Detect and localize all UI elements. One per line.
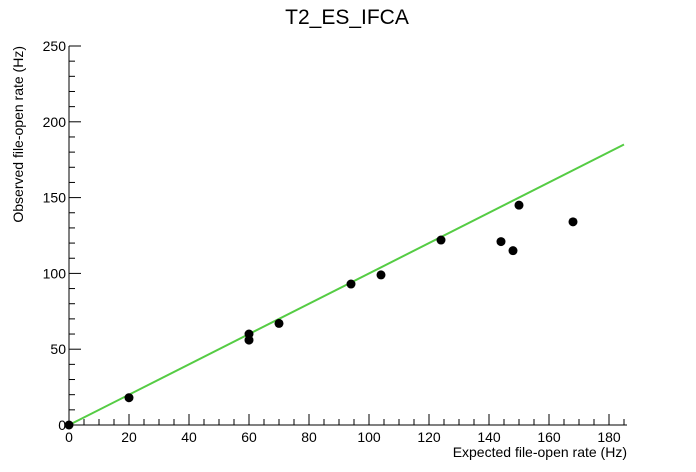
chart-title: T2_ES_IFCA xyxy=(285,6,409,29)
x-axis-label: Expected file-open rate (Hz) xyxy=(453,444,627,460)
x-tick-label: 180 xyxy=(597,429,621,445)
data-point xyxy=(568,217,578,227)
data-point xyxy=(436,235,446,245)
data-point xyxy=(64,420,74,430)
x-tick-label: 80 xyxy=(301,429,317,445)
data-point xyxy=(346,279,356,289)
data-point xyxy=(376,270,386,280)
x-tick-label: 100 xyxy=(357,429,381,445)
x-tick-label: 120 xyxy=(417,429,441,445)
data-point xyxy=(514,200,524,210)
y-tick-label: 150 xyxy=(43,190,67,206)
x-tick-label: 20 xyxy=(121,429,137,445)
data-point xyxy=(508,246,518,256)
x-tick-label: 60 xyxy=(241,429,257,445)
reference-line xyxy=(68,143,625,426)
x-tick-label: 40 xyxy=(181,429,197,445)
y-axis-label: Observed file-open rate (Hz) xyxy=(10,46,26,223)
y-tick-label: 0 xyxy=(58,417,66,433)
x-tick-label: 140 xyxy=(477,429,501,445)
data-point xyxy=(244,335,254,345)
axes: 0 20 40 60 80 100 120 140 160 180 0 50 100 150 200 250 xyxy=(43,38,627,445)
data-point xyxy=(496,237,506,247)
reference-line-group xyxy=(68,143,625,426)
y-tick-label: 50 xyxy=(50,341,66,357)
x-tick-label: 0 xyxy=(65,429,73,445)
data-point xyxy=(124,393,134,403)
data-points xyxy=(64,200,578,430)
y-tick-label: 200 xyxy=(43,114,67,130)
y-tick-label: 100 xyxy=(43,265,67,281)
data-point xyxy=(274,318,284,328)
x-tick-label: 160 xyxy=(537,429,561,445)
y-tick-label: 250 xyxy=(43,38,67,54)
